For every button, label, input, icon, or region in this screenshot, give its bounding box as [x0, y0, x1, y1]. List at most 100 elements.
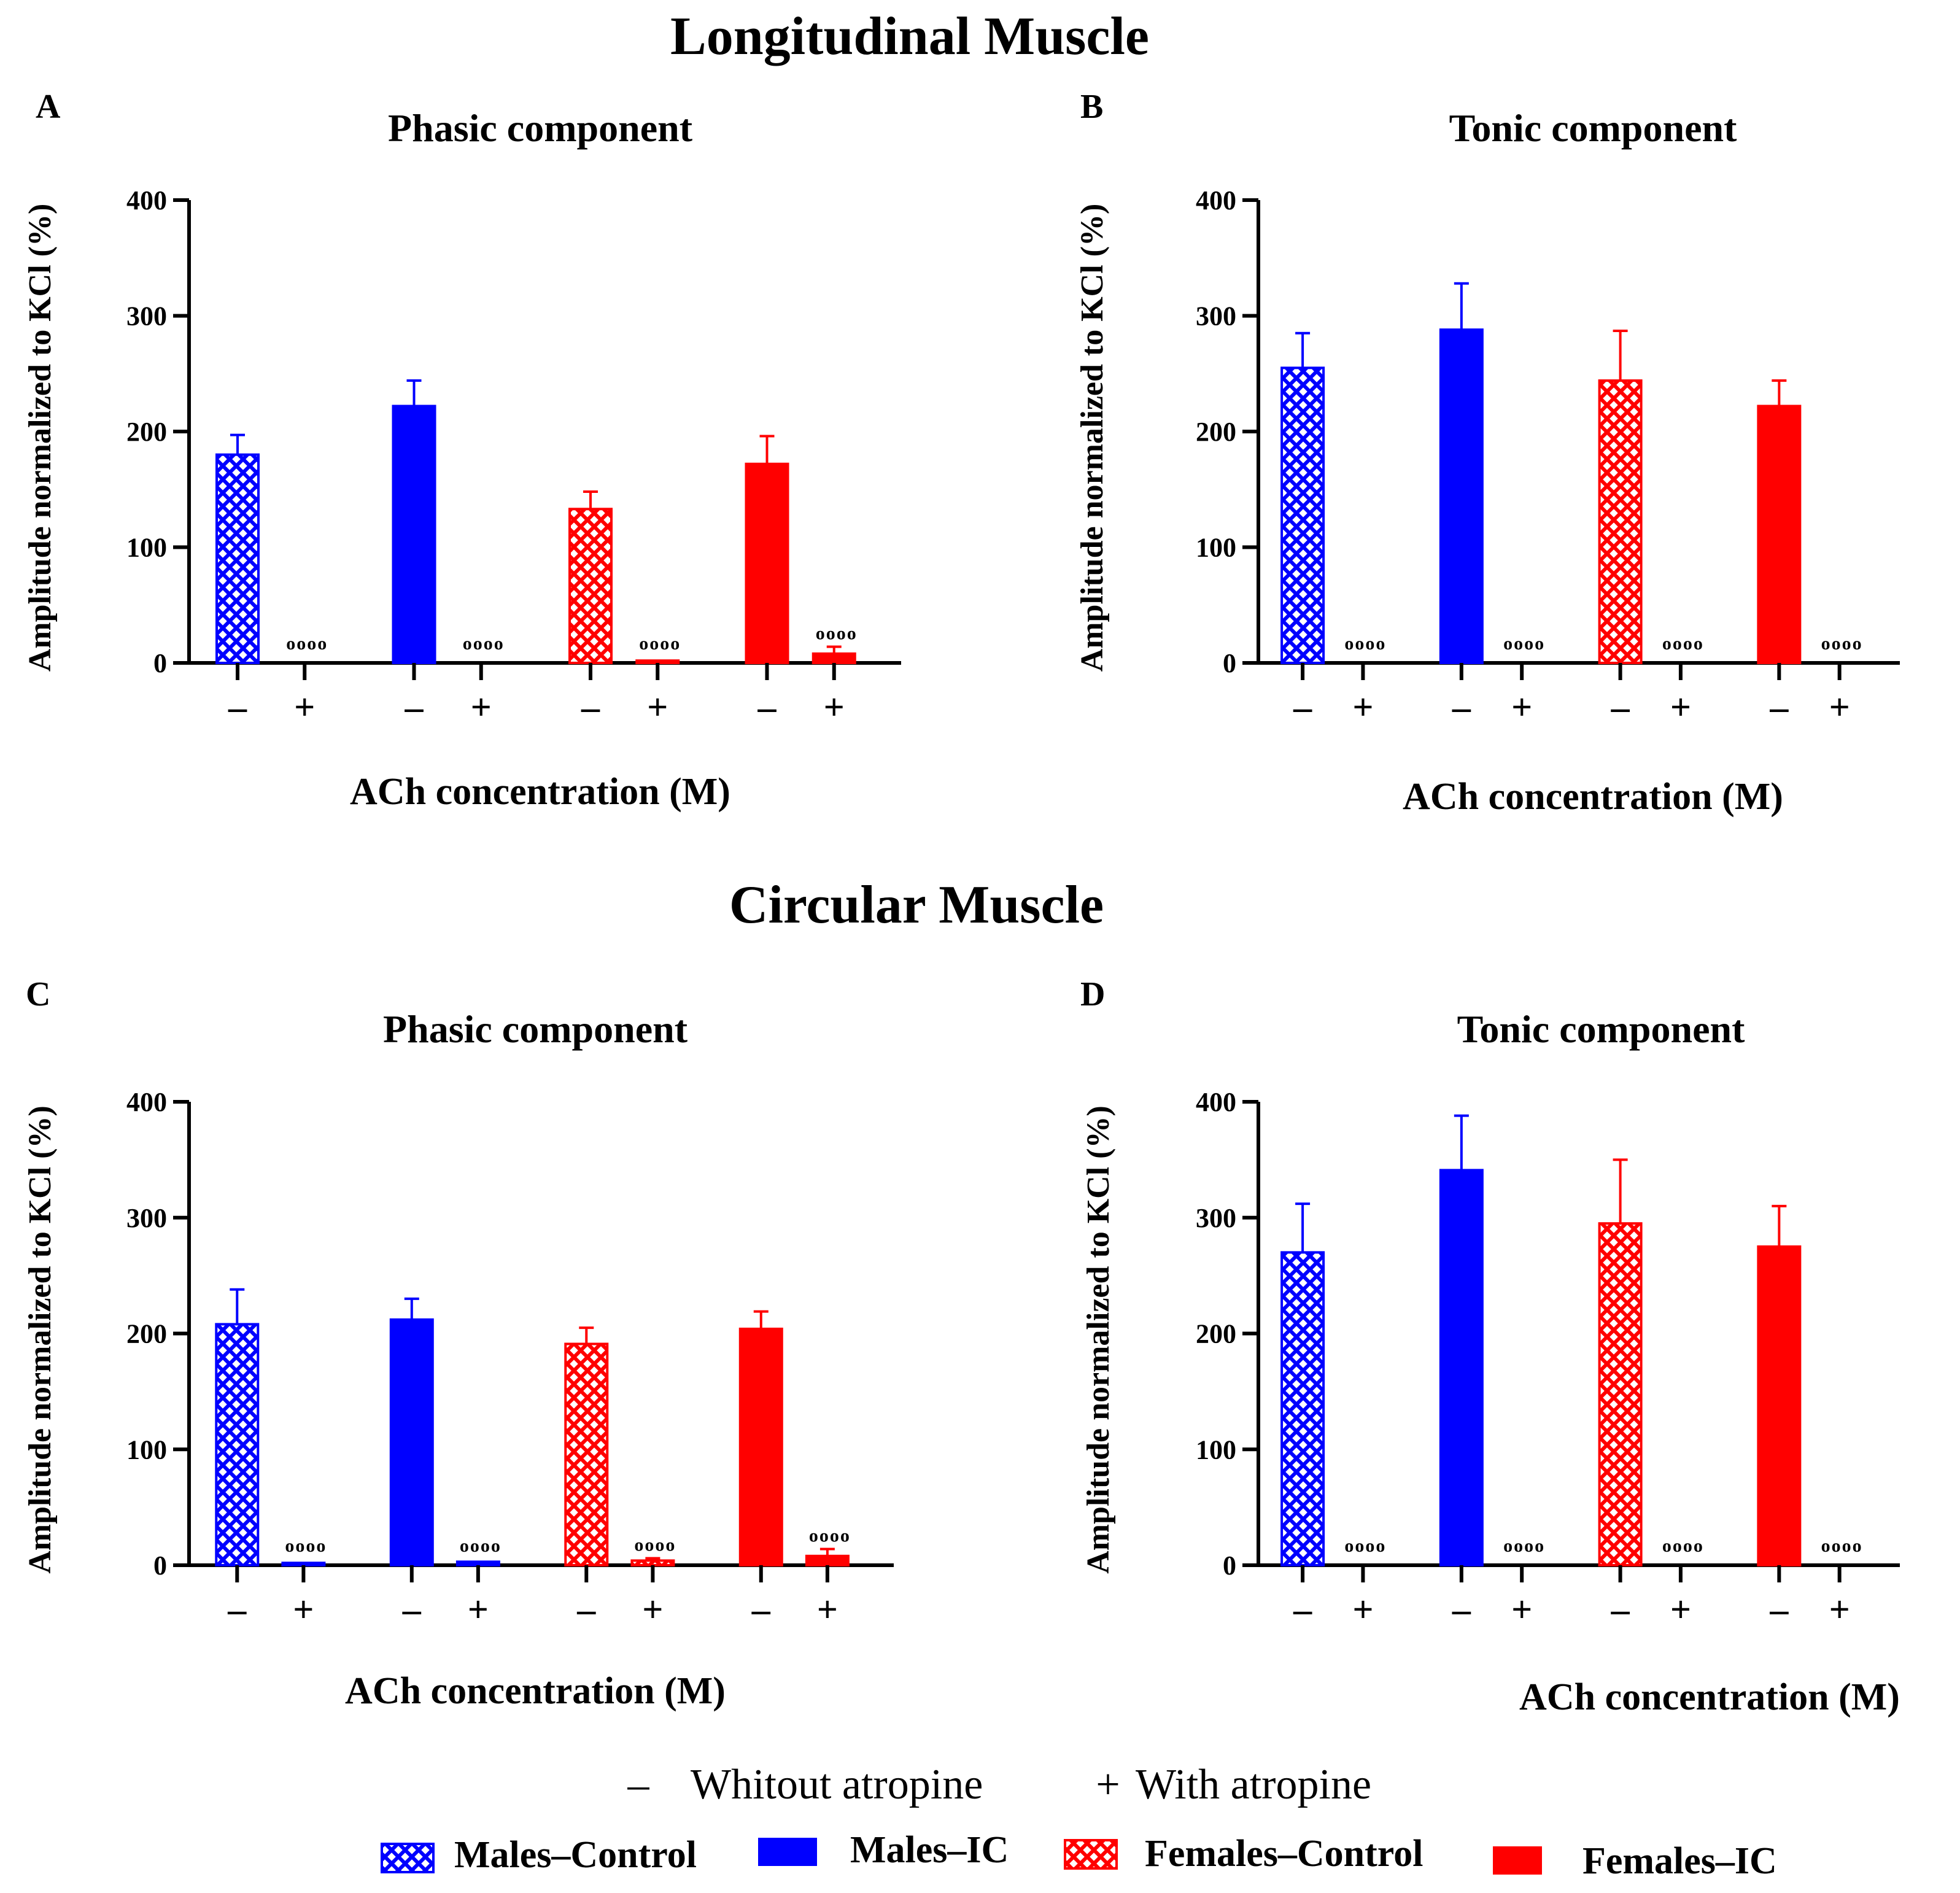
bar	[745, 462, 789, 665]
legend-label-males-ic: Males–IC	[850, 1829, 1009, 1871]
y-tick-label: 400	[126, 185, 167, 215]
x-axis-label: ACh concentration (M)	[1519, 1676, 1900, 1718]
y-tick-label: 300	[1196, 1203, 1236, 1233]
legend: – Whitout atropine + With atropine Males…	[381, 1761, 1777, 1882]
y-tick-label: 200	[1196, 417, 1236, 447]
y-tick-label: 400	[1196, 1087, 1236, 1117]
bar	[564, 1342, 609, 1567]
bar	[1757, 405, 1802, 665]
x-tick-label: –	[1611, 1589, 1630, 1630]
bar	[568, 508, 613, 664]
bar	[738, 1327, 783, 1566]
x-tick-label: –	[1769, 1589, 1789, 1630]
bar	[389, 1318, 434, 1567]
significance-label: oooo	[634, 1535, 676, 1555]
legend-swatch-females-control	[1064, 1839, 1118, 1870]
bar	[1439, 328, 1484, 664]
chart-panels: A Phasic component Amplitude normalized to…	[23, 88, 1900, 1718]
significance-label: oooo	[1344, 633, 1386, 654]
legend-minus-label: Whitout atropine	[691, 1761, 983, 1808]
significance-label: oooo	[460, 1536, 502, 1556]
x-tick-label: –	[576, 1589, 596, 1630]
x-tick-label: +	[1829, 1589, 1850, 1630]
y-axis-label: Amplitude normalized to KCl (%)	[23, 204, 58, 672]
x-tick-label: –	[1293, 1589, 1312, 1630]
x-tick-label: –	[1452, 687, 1471, 727]
x-tick-label: +	[294, 687, 315, 727]
bar	[630, 1559, 675, 1566]
bar	[215, 453, 260, 664]
panel-letter: B	[1080, 88, 1103, 126]
significance-label: oooo	[1503, 633, 1545, 654]
panel-letter: C	[26, 975, 50, 1013]
y-tick-label: 200	[126, 417, 167, 447]
chart-panel-d: D Tonic component Amplitude normalized to …	[1080, 975, 1900, 1718]
y-tick-label: 100	[1196, 533, 1236, 563]
legend-minus-symbol: –	[627, 1761, 650, 1808]
section-title-circular: Circular Muscle	[729, 875, 1104, 935]
x-tick-label: +	[293, 1589, 314, 1630]
significance-label: oooo	[1662, 633, 1704, 654]
significance-label: oooo	[1503, 1536, 1545, 1556]
x-tick-label: +	[824, 687, 845, 727]
x-tick-label: +	[642, 1589, 663, 1630]
x-tick-label: +	[1511, 1589, 1532, 1630]
x-tick-label: –	[1611, 687, 1630, 727]
bar	[805, 1554, 850, 1566]
bar	[392, 405, 436, 665]
significance-label: oooo	[463, 633, 505, 654]
y-tick-label: 0	[153, 648, 167, 678]
y-tick-label: 300	[126, 301, 167, 331]
y-axis-label: Amplitude normalized to KCl (%)	[1075, 204, 1110, 672]
x-tick-label: +	[1670, 687, 1691, 727]
bar	[455, 1560, 500, 1566]
legend-plus-label: With atropine	[1136, 1761, 1371, 1808]
bar	[1280, 366, 1325, 664]
bar	[1598, 379, 1643, 664]
x-tick-label: –	[227, 1589, 247, 1630]
significance-label: oooo	[1662, 1536, 1704, 1556]
panel-letter: A	[36, 88, 61, 126]
y-axis-label: Amplitude normalized to KCl (%)	[1081, 1105, 1116, 1574]
panel-title: Tonic component	[1449, 106, 1738, 150]
y-axis-label: Amplitude normalized to KCl (%)	[23, 1105, 58, 1574]
legend-label-females-control: Females–Control	[1145, 1833, 1423, 1875]
y-tick-label: 100	[126, 1434, 167, 1465]
x-tick-label: –	[1452, 1589, 1471, 1630]
y-tick-label: 200	[1196, 1319, 1236, 1349]
legend-swatch-females-ic	[1493, 1846, 1542, 1875]
y-tick-label: 100	[1196, 1434, 1236, 1465]
y-tick-label: 400	[1196, 185, 1236, 215]
panel-title: Phasic component	[383, 1007, 688, 1051]
x-tick-label: +	[1352, 1589, 1373, 1630]
x-tick-label: +	[1670, 1589, 1691, 1630]
x-tick-label: –	[581, 687, 600, 727]
significance-label: oooo	[809, 1526, 851, 1546]
chart-panel-c: C Phasic component Amplitude normalized to…	[23, 975, 894, 1712]
x-tick-label: –	[228, 687, 247, 727]
significance-label: oooo	[285, 1536, 327, 1556]
x-tick-label: +	[1511, 687, 1532, 727]
significance-label: oooo	[816, 624, 858, 644]
y-tick-label: 300	[126, 1203, 167, 1233]
y-tick-label: 400	[126, 1087, 167, 1117]
x-tick-label: +	[1829, 687, 1850, 727]
x-tick-label: +	[817, 1589, 838, 1630]
x-axis-label: ACh concentration (M)	[1403, 776, 1783, 818]
legend-label-males-control: Males–Control	[454, 1834, 697, 1876]
section-title-longitudinal: Longitudinal Muscle	[670, 7, 1149, 66]
significance-label: oooo	[1821, 633, 1863, 654]
bar	[1280, 1251, 1325, 1566]
panel-letter: D	[1080, 975, 1105, 1013]
y-tick-label: 200	[126, 1319, 167, 1349]
significance-label: oooo	[1821, 1536, 1863, 1556]
x-tick-label: –	[751, 1589, 771, 1630]
legend-swatch-males-control	[381, 1843, 435, 1873]
panel-title: Tonic component	[1457, 1007, 1746, 1051]
chart-panel-a: A Phasic component Amplitude normalized to…	[23, 88, 901, 813]
significance-label: oooo	[639, 633, 681, 654]
bar	[812, 652, 856, 665]
chart-panel-b: B Tonic component Amplitude normalized to …	[1075, 88, 1900, 818]
x-tick-label: –	[405, 687, 424, 727]
